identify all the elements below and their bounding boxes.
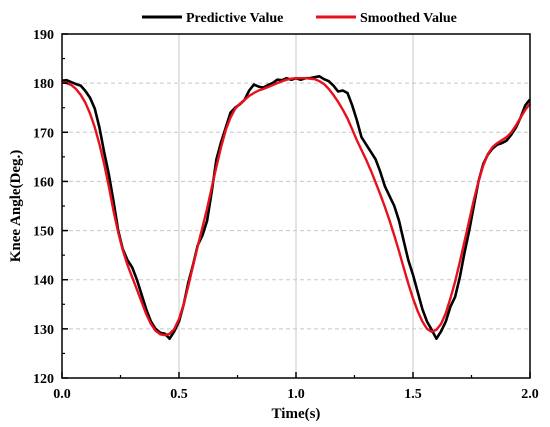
y-tick-label: 140 <box>33 274 54 289</box>
y-tick-label: 150 <box>33 225 54 240</box>
y-axis-label: Knee Angle(Deg.) <box>8 150 24 262</box>
y-tick-label: 160 <box>33 175 54 190</box>
x-tick-label: 1.5 <box>404 387 422 402</box>
y-tick-label: 130 <box>33 323 54 338</box>
x-tick-label: 1.0 <box>287 387 305 402</box>
series-line-smoothed <box>61 76 531 337</box>
x-axis-label: Time(s) <box>272 406 321 422</box>
series-lines <box>61 75 532 341</box>
axis-ticks: 120 130 140 150 160 170 180 190 0.0 0.5 1.0 1.5 2.0 <box>33 28 539 402</box>
y-tick-label: 190 <box>33 28 54 43</box>
legend: Predictive Value Smoothed Value <box>142 11 457 26</box>
grid-lines <box>62 34 530 378</box>
y-tick-label: 120 <box>33 372 54 387</box>
y-tick-label: 170 <box>33 126 54 141</box>
x-tick-label: 2.0 <box>521 387 539 402</box>
x-tick-label: 0.5 <box>170 387 188 402</box>
y-tick-label: 180 <box>33 77 54 92</box>
legend-label-smoothed: Smoothed Value <box>360 11 457 26</box>
legend-label-predictive: Predictive Value <box>186 11 283 26</box>
x-tick-label: 0.0 <box>53 387 71 402</box>
